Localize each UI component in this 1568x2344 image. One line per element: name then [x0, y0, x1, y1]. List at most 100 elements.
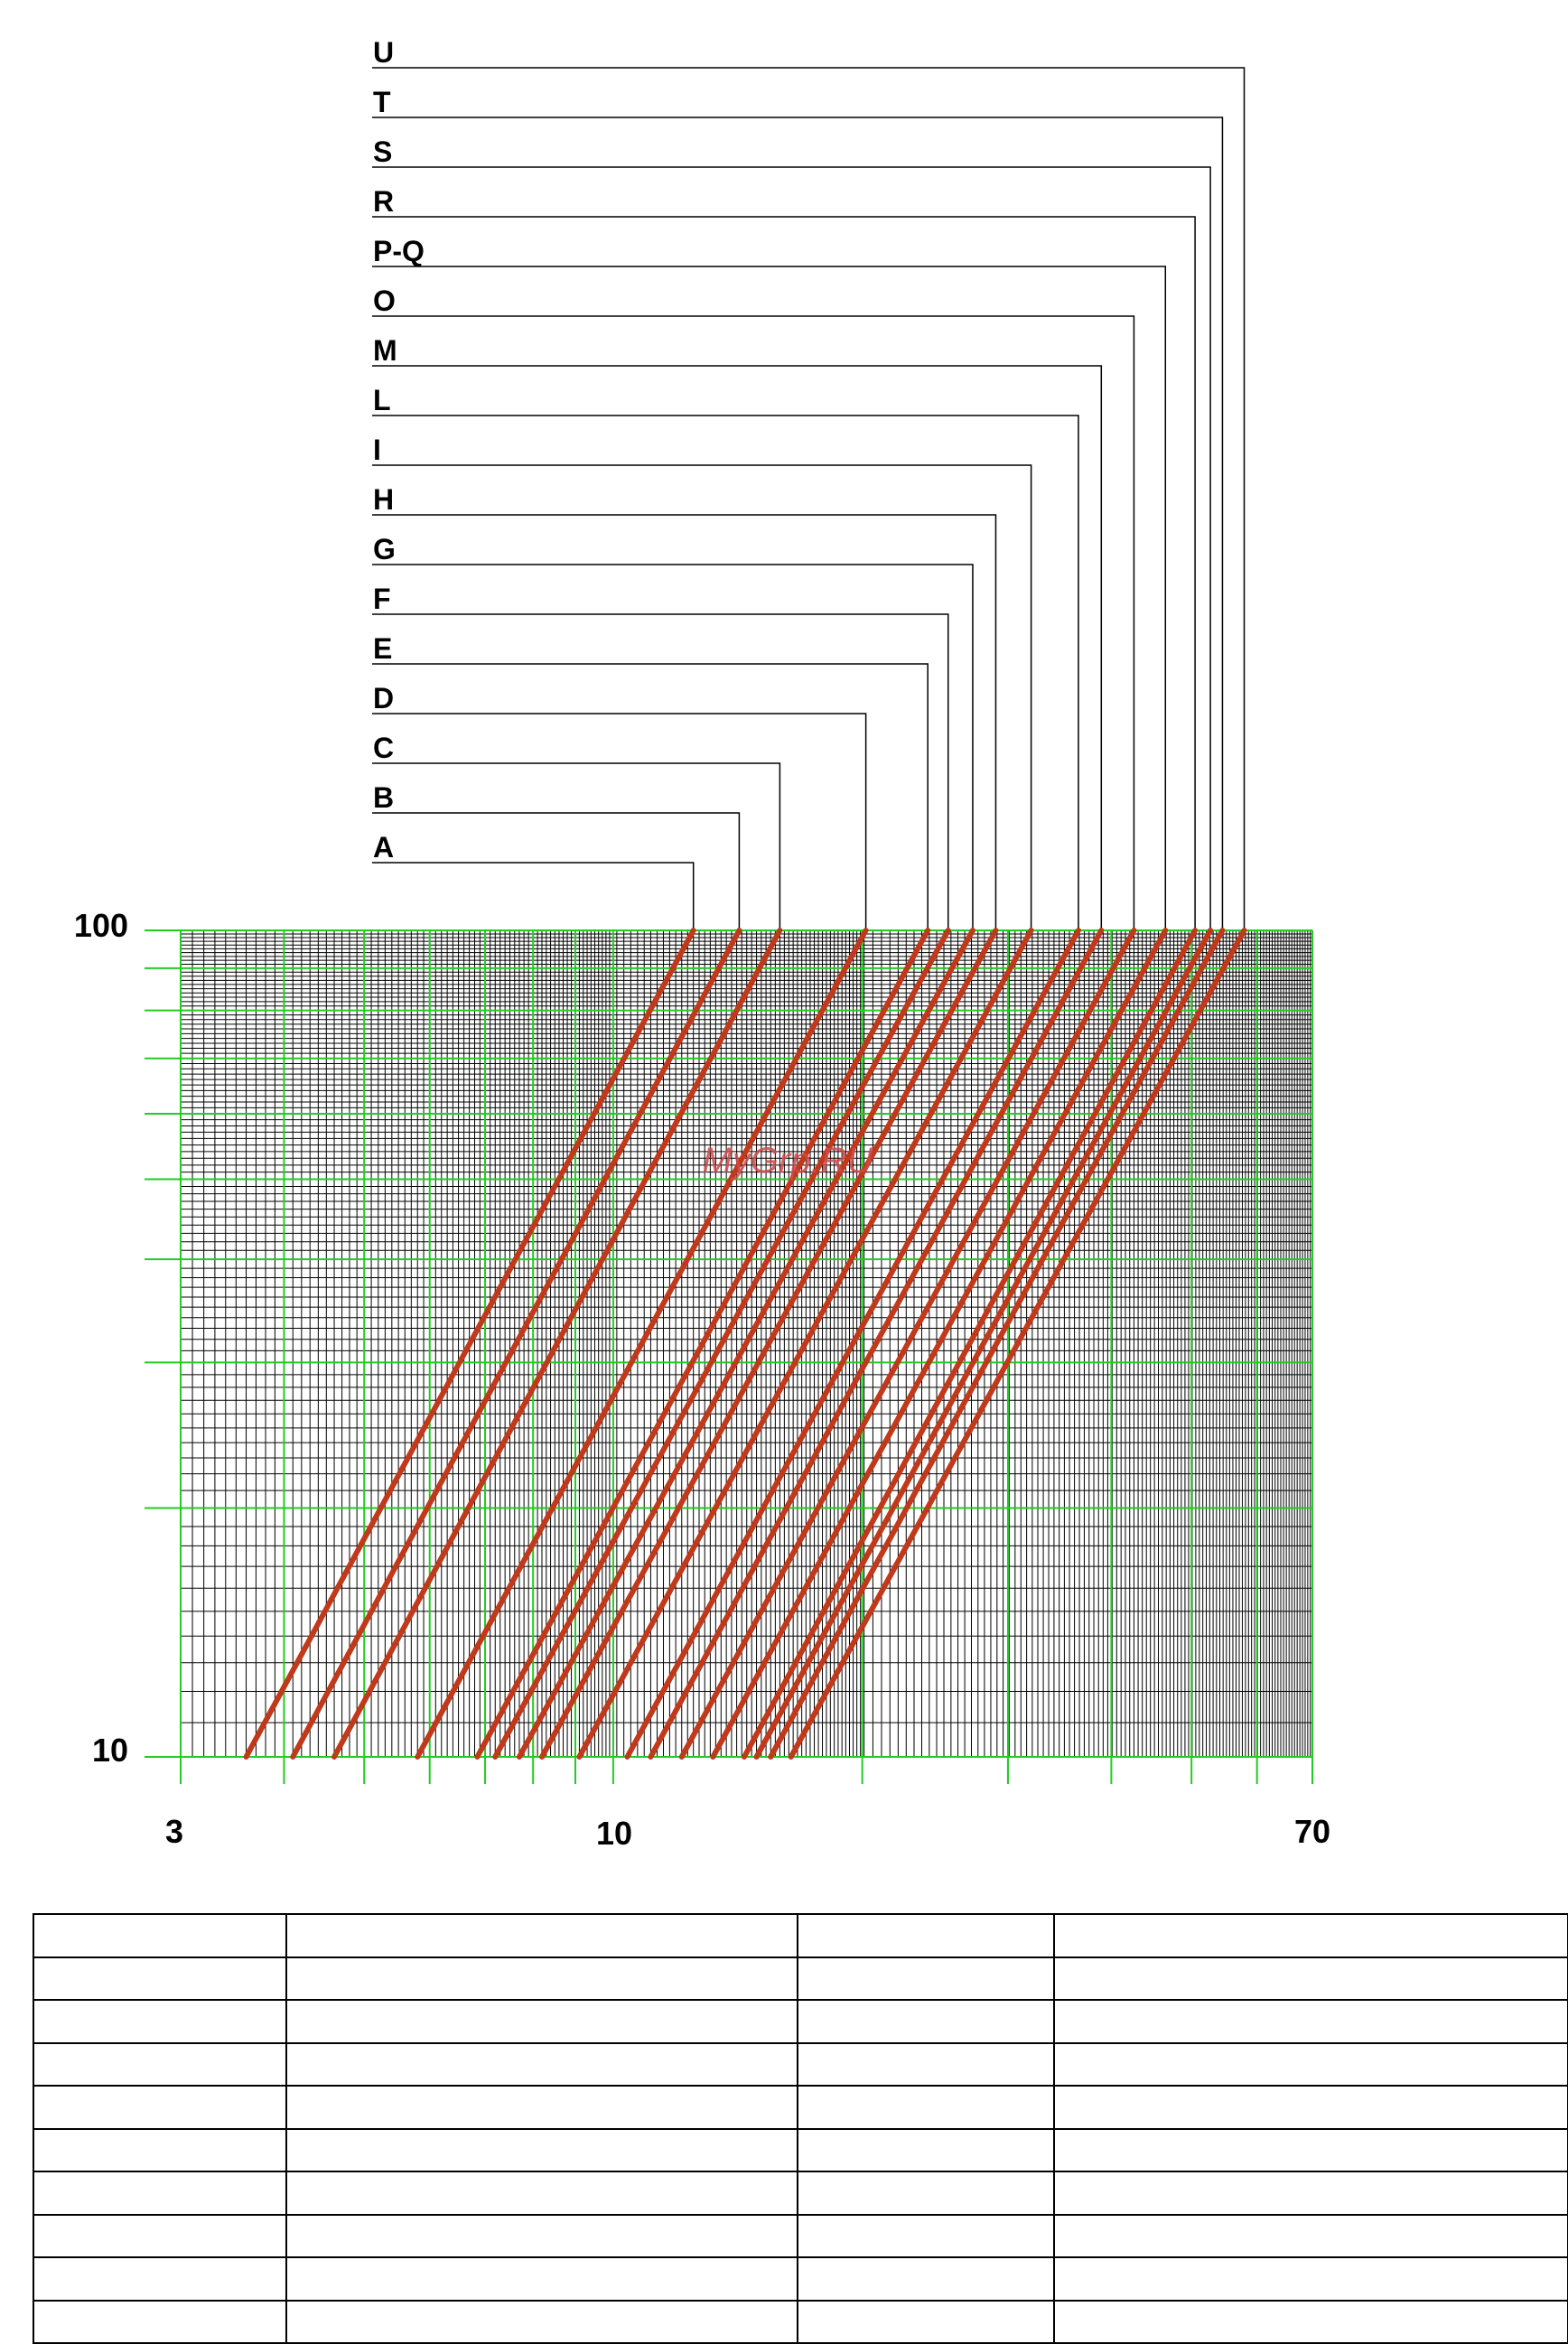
legend-leader-I: [372, 464, 1032, 930]
legend-leader-P-Q: [372, 266, 1167, 930]
legend-label-A: A: [373, 831, 394, 864]
table-cell: [797, 2213, 1055, 2258]
series-line-M: [648, 928, 1105, 1760]
series-line-C: [331, 928, 783, 1760]
legend-leader-O: [372, 315, 1135, 930]
table-cell: [1053, 2085, 1568, 2130]
table-cell: [285, 2127, 798, 2172]
major-grid: [145, 929, 1313, 1784]
series-line-O: [678, 928, 1137, 1760]
x-tick-label-10: 10: [596, 1815, 632, 1852]
table-row: [33, 2299, 1568, 2344]
legend-leader-L: [372, 415, 1079, 930]
table-cell: [1053, 2299, 1568, 2344]
table-cell: [33, 2085, 287, 2130]
legend-leaders: [372, 67, 1246, 930]
table-cell: [797, 2256, 1055, 2302]
series-line-R: [741, 928, 1199, 1760]
series-line-L: [624, 928, 1081, 1760]
table-cell: [1053, 2171, 1568, 2216]
x-tick-label-3: 3: [165, 1813, 183, 1850]
table-row: [33, 2127, 1568, 2172]
y-tick-label-10: 10: [92, 1732, 128, 1769]
table-row: [33, 1956, 1568, 2001]
legend-label-L: L: [373, 384, 391, 416]
table-row: [33, 2085, 1568, 2130]
table-cell: [33, 2256, 287, 2302]
table-cell: [1053, 2213, 1568, 2258]
legend-leader-B: [372, 812, 741, 930]
legend-leader-F: [372, 613, 949, 930]
table-row: [33, 2041, 1568, 2087]
legend-label-H: H: [373, 483, 394, 516]
legend-leader-G: [372, 564, 974, 930]
legend-label-I: I: [373, 434, 381, 466]
legend-leader-H: [372, 514, 997, 930]
series-line-B: [290, 928, 742, 1760]
legend-label-F: F: [373, 583, 391, 615]
series-lines: [243, 928, 1247, 1760]
legend-label-R: R: [373, 185, 394, 218]
legend-leader-M: [372, 365, 1103, 930]
table-cell: [285, 2213, 798, 2258]
table-cell: [1053, 2256, 1568, 2302]
table-cell: [1053, 2041, 1568, 2087]
table-cell: [1053, 1956, 1568, 2001]
legend-label-P-Q: P-Q: [373, 235, 425, 267]
legend-leader-T: [372, 117, 1224, 930]
table-cell: [797, 2041, 1055, 2087]
table-cell: [285, 2041, 798, 2087]
table-cell: [33, 2127, 287, 2172]
table-cell: [285, 1999, 798, 2044]
series-line-D: [415, 928, 869, 1760]
series-line-U: [788, 928, 1247, 1760]
series-line-F: [492, 928, 951, 1760]
legend-leader-S: [372, 166, 1211, 930]
table-cell: [797, 2171, 1055, 2216]
blank-table: [33, 1913, 1568, 2344]
table-cell: [33, 1956, 287, 2001]
legend-leader-E: [372, 663, 929, 930]
table-cell: [285, 2171, 798, 2216]
legend-label-M: M: [373, 334, 397, 367]
table-cell: [33, 2041, 287, 2087]
x-tick-label-70: 70: [1294, 1813, 1330, 1850]
table-row: [33, 2213, 1568, 2258]
legend-leader-U: [372, 67, 1246, 930]
table-row: [33, 1913, 1568, 1958]
table-cell: [33, 1999, 287, 2044]
legend-label-C: C: [373, 732, 394, 764]
table-cell: [1053, 1913, 1568, 1958]
legend-leader-A: [372, 862, 695, 930]
series-line-A: [243, 928, 696, 1760]
series-line-H: [538, 928, 999, 1760]
table-row: [33, 1999, 1568, 2044]
table-cell: [285, 2256, 798, 2302]
table-cell: [33, 2213, 287, 2258]
table-cell: [797, 2299, 1055, 2344]
series-line-S: [753, 928, 1214, 1760]
legend-label-U: U: [373, 36, 394, 69]
table-cell: [285, 2085, 798, 2130]
table-row: [33, 2256, 1568, 2302]
table-cell: [797, 2127, 1055, 2172]
table-cell: [797, 1999, 1055, 2044]
legend-label-D: D: [373, 682, 394, 714]
legend-label-S: S: [373, 135, 392, 168]
legend-leader-C: [372, 762, 781, 930]
table-cell: [33, 2171, 287, 2216]
table-cell: [1053, 1999, 1568, 2044]
legend-label-E: E: [373, 632, 392, 665]
table-cell: [285, 2299, 798, 2344]
table-cell: [285, 1913, 798, 1958]
series-line-I: [576, 928, 1034, 1760]
legend-leader-R: [372, 216, 1196, 930]
legend-label-G: G: [373, 533, 396, 565]
legend-label-O: O: [373, 285, 396, 317]
table-cell: [1053, 2127, 1568, 2172]
series-line-T: [768, 928, 1226, 1760]
legend-label-T: T: [373, 86, 391, 118]
series-line-P-Q: [710, 928, 1169, 1760]
